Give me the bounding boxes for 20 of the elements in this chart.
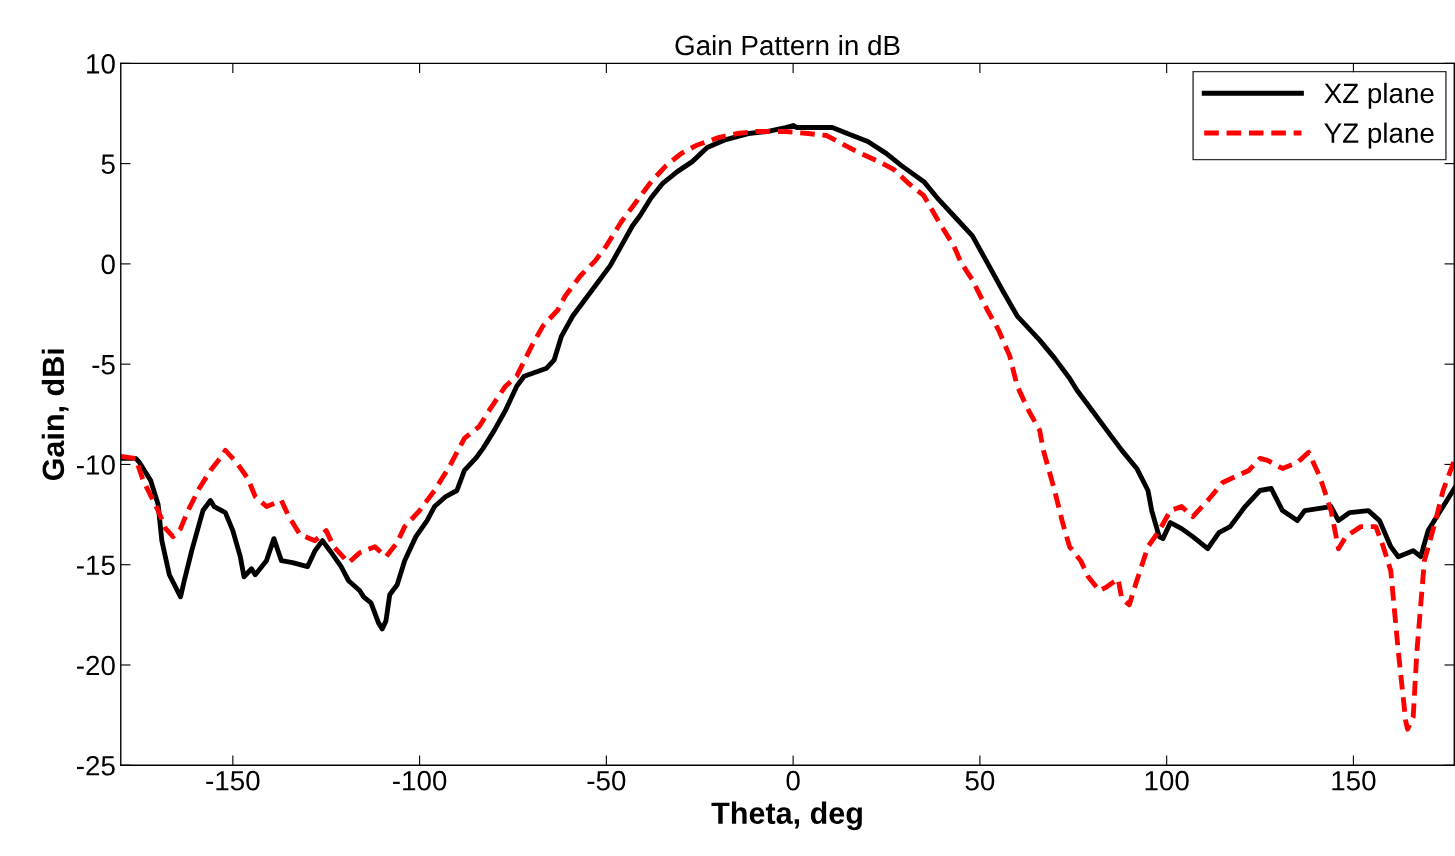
- y-tick-label: 0: [101, 254, 115, 275]
- x-axis-title: Theta, deg: [711, 801, 862, 831]
- legend-label: XZ plane: [1324, 82, 1434, 109]
- chart-title: Gain Pattern in dB: [675, 34, 900, 56]
- x-tick-label: -150: [206, 770, 260, 791]
- x-tick-label: 0: [786, 770, 800, 791]
- legend-label: YZ plane: [1324, 122, 1434, 149]
- y-tick-label: -10: [76, 455, 115, 475]
- x-tick-label: 150: [1332, 770, 1376, 791]
- y-tick-label: -25: [76, 755, 115, 776]
- y-tick-label: 5: [101, 154, 115, 174]
- x-tick-label: -50: [587, 770, 626, 791]
- y-tick-label: 10: [87, 54, 115, 74]
- y-tick-label: -15: [76, 555, 115, 576]
- x-tick-label: 50: [965, 770, 995, 791]
- y-tick-label: -20: [76, 655, 115, 676]
- y-axis-title: Gain, dBi: [41, 349, 69, 481]
- x-tick-label: -100: [393, 770, 447, 791]
- x-tick-label: 100: [1145, 770, 1189, 791]
- y-tick-label: -5: [92, 355, 115, 375]
